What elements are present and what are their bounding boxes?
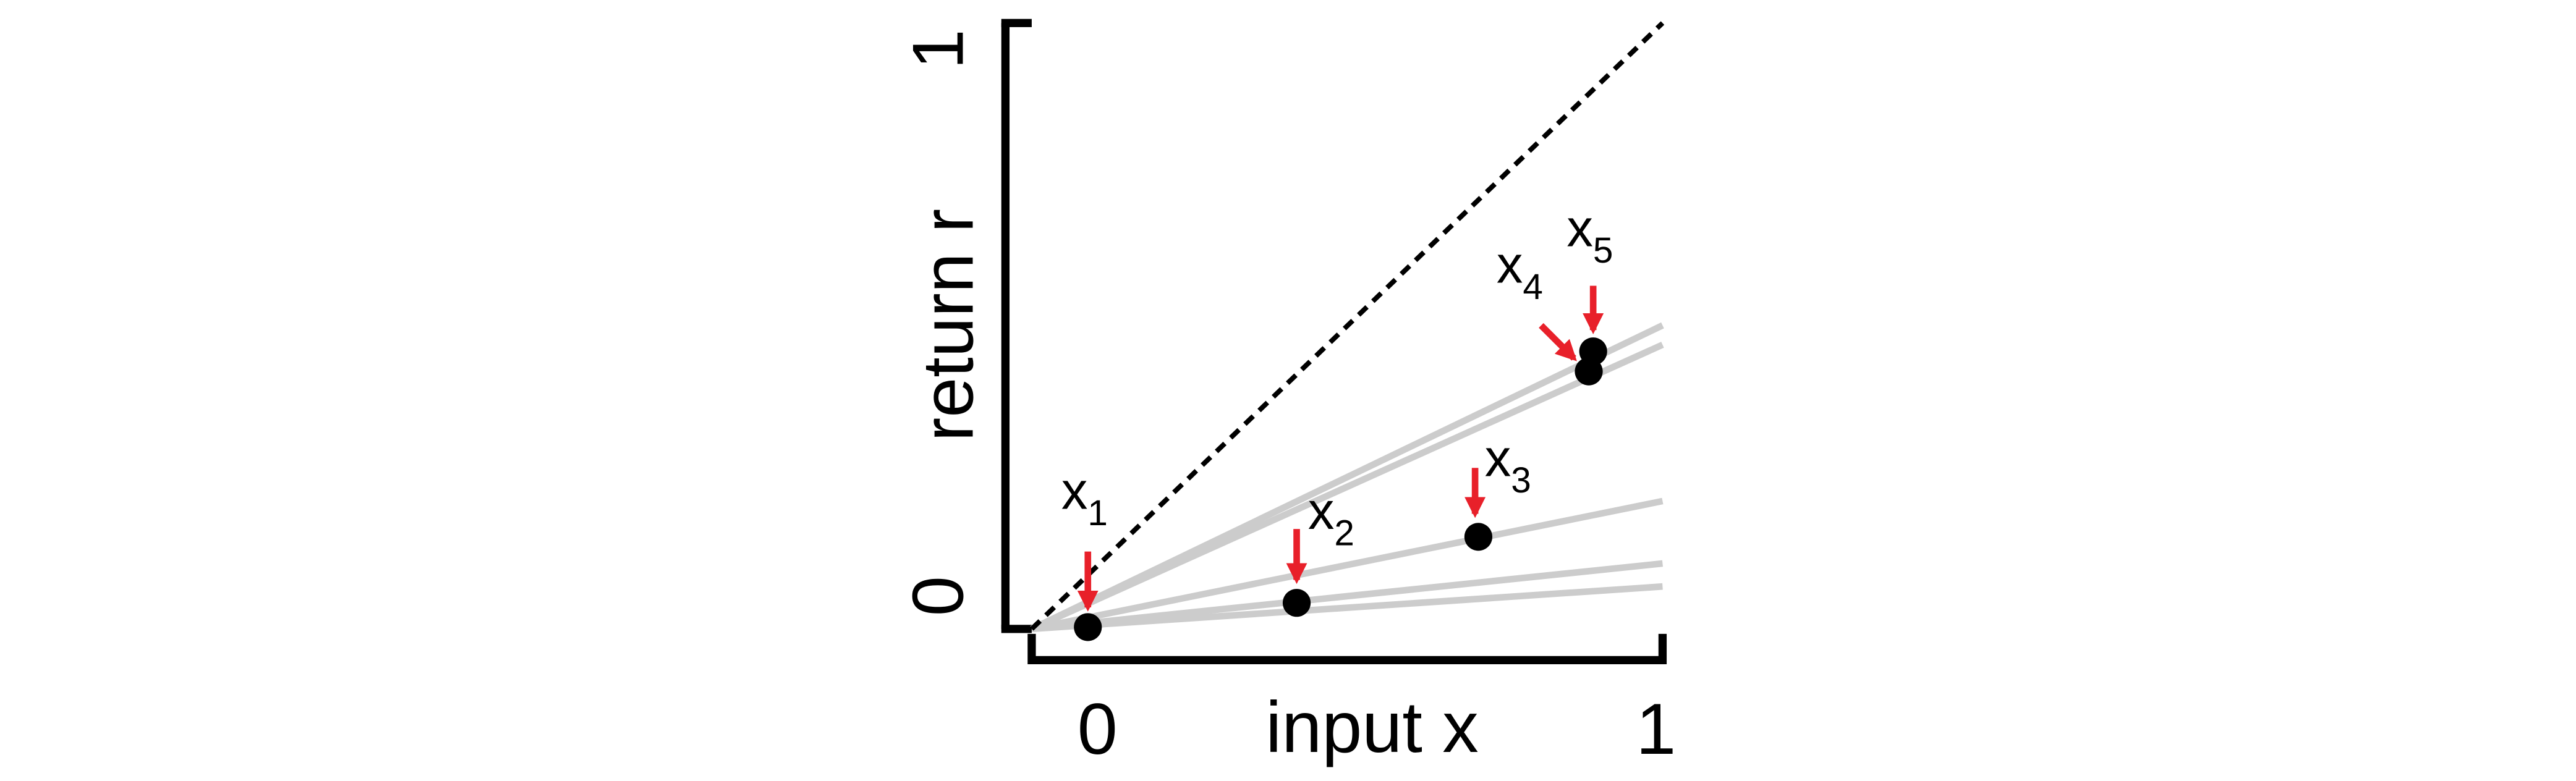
point-label-base: x (1308, 482, 1335, 541)
curve (1031, 583, 1663, 633)
point-label: x4 (1497, 236, 1543, 308)
y-tick-label: 1 (897, 29, 978, 69)
x-tick-label: 1 (1636, 688, 1676, 769)
point (1579, 337, 1607, 366)
arrow (1539, 323, 1577, 361)
point-label-subscript: 3 (1511, 460, 1531, 500)
point-label: x3 (1485, 429, 1531, 500)
x-axis-label: input x (1265, 686, 1478, 767)
point (1282, 589, 1311, 617)
point-label-subscript: 4 (1523, 267, 1543, 307)
curve (1031, 497, 1664, 633)
point-label: x2 (1308, 482, 1354, 554)
point-label-subscript: 5 (1593, 230, 1613, 271)
point-label: x1 (1061, 462, 1108, 534)
point (1464, 523, 1493, 551)
y-axis-label: return r (907, 209, 988, 442)
point (1074, 613, 1102, 641)
curve (1030, 342, 1664, 632)
point-label-base: x (1566, 200, 1593, 258)
x-tick-label: 0 (1078, 688, 1118, 769)
y-tick-label: 0 (897, 576, 978, 616)
point-label-subscript: 1 (1087, 493, 1108, 533)
point-label-base: x (1061, 462, 1088, 521)
point-label-base: x (1497, 236, 1523, 295)
identity-line (1030, 21, 1665, 631)
point-label: x5 (1566, 200, 1613, 271)
point-label-subscript: 2 (1334, 513, 1354, 554)
point-label-base: x (1485, 429, 1511, 488)
curve (1031, 560, 1663, 633)
